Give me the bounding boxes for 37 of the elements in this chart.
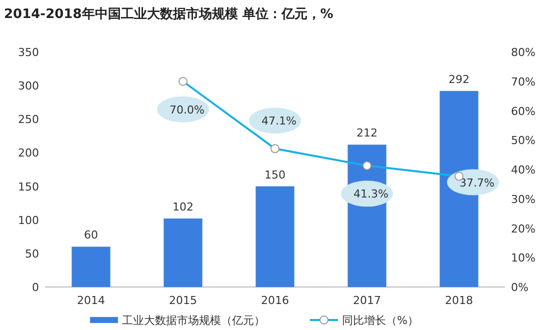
bar (72, 246, 110, 287)
y2-tick-label: 60% (511, 104, 536, 118)
y2-tick-label: 50% (511, 134, 536, 148)
y2-tick-label: 70% (511, 75, 536, 88)
x-tick-label: 2015 (169, 294, 197, 307)
data-label: 47.1% (262, 114, 296, 128)
y-tick-label: 200 (18, 146, 39, 160)
x-tick-label: 2018 (445, 294, 473, 307)
data-label: 37.7% (460, 176, 494, 190)
y2-tick-label: 30% (511, 192, 536, 206)
legend-label: 同比增长（%） (342, 314, 418, 327)
x-tick-label: 2014 (77, 294, 105, 307)
y-tick-label: 0 (32, 281, 39, 294)
bar (256, 186, 294, 287)
y2-tick-label: 80% (511, 46, 536, 59)
x-tick-label: 2016 (261, 294, 289, 307)
y2-tick-label: 40% (511, 164, 536, 176)
data-label: 150 (264, 168, 286, 182)
data-label: 70.0% (170, 103, 204, 116)
data-label: 212 (356, 126, 378, 140)
data-label: 60 (84, 228, 98, 242)
y2-tick-label: 0% (511, 281, 528, 294)
y-tick-label: 250 (18, 113, 39, 126)
y-tick-label: 350 (18, 46, 39, 59)
data-label: 102 (172, 200, 194, 214)
y2-tick-label: 10% (511, 252, 536, 265)
chart-title: 2014-2018年中国工业大数据市场规模 单位：亿元，% (4, 6, 334, 22)
y-tick-label: 100 (18, 214, 39, 227)
bar (164, 218, 202, 287)
data-label: 41.3% (354, 188, 388, 201)
y2-tick-label: 20% (511, 222, 536, 236)
y-tick-label: 50 (25, 247, 39, 260)
y-tick-label: 300 (18, 80, 39, 93)
y-tick-label: 150 (18, 180, 39, 194)
x-tick-label: 2017 (353, 294, 381, 307)
data-label: 292 (448, 72, 470, 86)
legend-label: 工业大数据市场规模（亿元） (122, 314, 265, 327)
